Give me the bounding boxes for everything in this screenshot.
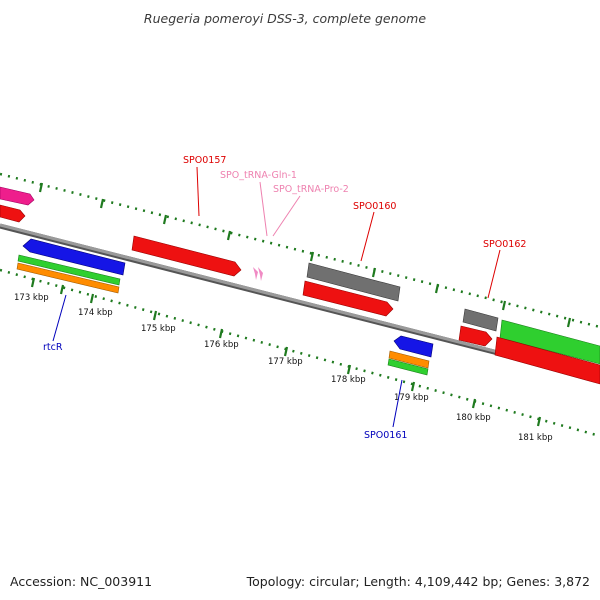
accession-text: Accession: NC_003911 xyxy=(10,574,152,589)
leader-spo0162 xyxy=(487,249,501,299)
label-trna-pro: SPO_tRNA-Pro-2 xyxy=(273,184,349,195)
upper-tick-major xyxy=(162,214,168,225)
gene-red-right-small[interactable] xyxy=(458,325,493,347)
upper-tick-major xyxy=(38,182,44,193)
lower-tick-major xyxy=(89,293,95,304)
gene-spo0160[interactable] xyxy=(302,280,394,317)
leader-trna-pro xyxy=(272,195,301,237)
lower-tick-major xyxy=(218,328,224,339)
tick-label: 176 kbp xyxy=(204,340,239,350)
tick-label: 179 kbp xyxy=(394,393,429,403)
tick-label: 181 kbp xyxy=(518,433,553,443)
label-spo0160: SPO0160 xyxy=(353,201,396,212)
trna-gln-arrow[interactable] xyxy=(253,267,258,280)
tick-label: 180 kbp xyxy=(456,413,491,423)
gene-spo0157[interactable] xyxy=(131,235,242,277)
lower-tick-major xyxy=(471,398,477,409)
upper-tick-major xyxy=(99,198,105,209)
gene-labels: SPO0157 SPO_tRNA-Gln-1 SPO_tRNA-Pro-2 SP… xyxy=(43,155,526,441)
upper-ruler xyxy=(0,172,600,329)
gene-spo0160-gray[interactable] xyxy=(306,262,401,302)
gene-spo0161-blue[interactable] xyxy=(393,335,434,358)
gene-rtcr-green[interactable] xyxy=(17,254,121,286)
tick-label: 173 kbp xyxy=(14,293,49,303)
genome-summary-text: Topology: circular; Length: 4,109,442 bp… xyxy=(246,574,590,589)
tick-label: 175 kbp xyxy=(141,324,176,334)
tick-label: 178 kbp xyxy=(331,375,366,385)
lower-tick-major xyxy=(283,346,289,357)
gene-spo0161-orange[interactable] xyxy=(388,350,430,369)
gene-magenta-arrow[interactable] xyxy=(0,186,35,206)
gene-red-arrow-left[interactable] xyxy=(0,204,26,223)
gene-spo0161[interactable] xyxy=(387,358,429,376)
lower-tick-major xyxy=(30,277,36,288)
gene-spo0162[interactable] xyxy=(494,336,600,385)
lower-tick-major xyxy=(59,284,65,295)
lower-tick-major xyxy=(346,364,352,375)
lower-tick-major xyxy=(410,381,416,392)
upper-tick-major xyxy=(566,317,572,328)
leader-spo0157 xyxy=(196,166,200,217)
gene-spo0162-green[interactable] xyxy=(499,319,600,365)
upper-tick-major xyxy=(309,251,315,262)
upper-tick-major xyxy=(371,267,377,278)
map-title: Ruegeria pomeroyi DSS-3, complete genome xyxy=(144,11,426,26)
label-spo0162: SPO0162 xyxy=(483,239,526,250)
reverse-features xyxy=(16,238,434,376)
gene-rtcr-orange[interactable] xyxy=(16,262,120,294)
leader-spo0161 xyxy=(392,379,403,428)
tick-label: 177 kbp xyxy=(268,357,303,367)
leader-spo0160 xyxy=(360,211,375,262)
gene-rtcr[interactable] xyxy=(22,238,126,276)
tick-label: 174 kbp xyxy=(78,308,113,318)
label-spo0157: SPO0157 xyxy=(183,155,226,166)
leader-trna-gln xyxy=(259,181,268,237)
label-trna-gln: SPO_tRNA-Gln-1 xyxy=(220,170,297,181)
upper-tick-major xyxy=(226,230,232,241)
label-rtcr: rtcR xyxy=(43,342,63,353)
trna-pro-arrow[interactable] xyxy=(258,267,263,281)
lower-tick-major xyxy=(536,416,542,427)
upper-tick-major xyxy=(434,283,440,294)
upper-tick-major xyxy=(501,300,507,311)
label-spo0161: SPO0161 xyxy=(364,430,407,441)
lower-tick-major xyxy=(152,310,158,321)
kbp-labels: 173 kbp 174 kbp 175 kbp 176 kbp 177 kbp … xyxy=(14,293,553,443)
leader-rtcr xyxy=(52,294,67,342)
gene-gray-right[interactable] xyxy=(462,308,499,332)
lower-ruler xyxy=(0,268,600,438)
forward-features xyxy=(0,186,600,385)
